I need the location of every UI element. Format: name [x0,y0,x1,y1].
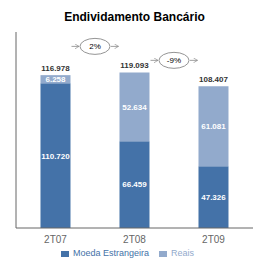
svg-text:2T08: 2T08 [123,234,146,245]
svg-text:2%: 2% [89,42,101,51]
svg-text:61.081: 61.081 [201,122,226,131]
svg-text:2T09: 2T09 [202,234,225,245]
svg-text:108.407: 108.407 [199,75,228,84]
svg-text:119.093: 119.093 [120,61,149,70]
svg-text:116.978: 116.978 [41,64,70,73]
svg-text:6.258: 6.258 [45,75,66,84]
html-text:Moeda Estrangeira: Moeda Estrangeira [73,248,149,258]
svg-text:66.459: 66.459 [122,180,147,189]
svg-text:110.720: 110.720 [41,152,70,161]
html-text:Reais: Reais [171,248,194,258]
html-text:Endividamento Bancário: Endividamento Bancário [64,10,205,24]
svg-text:47.326: 47.326 [201,193,226,202]
svg-text:-9%: -9% [167,56,181,65]
svg-text:52.634: 52.634 [122,103,147,112]
svg-text:2T07: 2T07 [44,234,67,245]
